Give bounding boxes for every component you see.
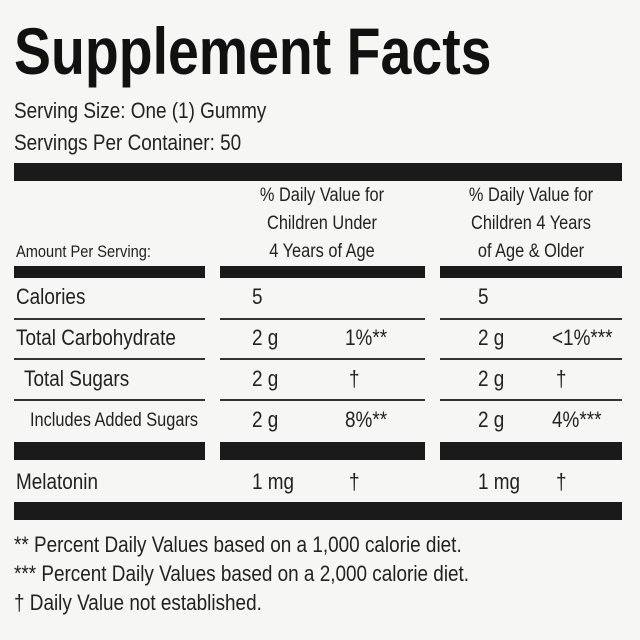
daily-value: <1%*** bbox=[552, 325, 613, 350]
rule bbox=[14, 442, 205, 460]
rule bbox=[440, 442, 622, 460]
amount: 5 bbox=[252, 284, 263, 309]
row-rule bbox=[220, 399, 425, 401]
daily-value: † bbox=[556, 469, 567, 494]
amount: 1 mg bbox=[252, 469, 295, 494]
amount-per-serving: Amount Per Serving: bbox=[16, 242, 151, 261]
column-header: % Daily Value for bbox=[259, 185, 385, 206]
column-header: Children Under bbox=[267, 213, 377, 234]
servings-per-container: Servings Per Container: 50 bbox=[14, 130, 242, 155]
footnote: † Daily Value not established. bbox=[14, 590, 262, 615]
daily-value: † bbox=[349, 469, 360, 494]
daily-value: 1%** bbox=[345, 325, 388, 350]
amount: 2 g bbox=[252, 366, 279, 391]
daily-value: † bbox=[349, 366, 360, 391]
column-header: of Age & Older bbox=[477, 241, 585, 262]
footnote: *** Percent Daily Values based on a 2,00… bbox=[14, 561, 470, 586]
rule bbox=[220, 442, 425, 460]
amount: 1 mg bbox=[478, 469, 521, 494]
daily-value: 8%** bbox=[345, 407, 388, 432]
column-header: 4 Years of Age bbox=[269, 241, 375, 262]
thick-rule bbox=[14, 502, 622, 520]
row-rule bbox=[440, 399, 622, 401]
amount: 2 g bbox=[478, 407, 505, 432]
row-rule bbox=[14, 358, 205, 360]
row-rule bbox=[220, 358, 425, 360]
nutrient-label: Calories bbox=[16, 284, 86, 309]
serving-size: Serving Size: One (1) Gummy bbox=[14, 98, 267, 123]
row-rule bbox=[440, 358, 622, 360]
row-rule bbox=[14, 318, 205, 320]
amount: 2 g bbox=[478, 366, 505, 391]
nutrient-label: Total Carbohydrate bbox=[16, 325, 176, 350]
amount: 2 g bbox=[478, 325, 505, 350]
amount: 5 bbox=[478, 284, 489, 309]
nutrient-label: Includes Added Sugars bbox=[30, 410, 199, 431]
column-header: % Daily Value for bbox=[468, 185, 594, 206]
nutrient-label: Total Sugars bbox=[24, 366, 130, 391]
rule bbox=[14, 266, 205, 278]
rule bbox=[220, 266, 425, 278]
row-rule bbox=[14, 399, 205, 401]
rule bbox=[440, 266, 622, 278]
title: Supplement Facts bbox=[14, 14, 492, 88]
row-rule bbox=[220, 318, 425, 320]
nutrient-label: Melatonin bbox=[16, 469, 99, 494]
footnote: ** Percent Daily Values based on a 1,000… bbox=[14, 532, 462, 557]
amount: 2 g bbox=[252, 407, 279, 432]
daily-value: 4%*** bbox=[552, 407, 602, 432]
thick-rule bbox=[14, 163, 622, 181]
amount: 2 g bbox=[252, 325, 279, 350]
column-header: Children 4 Years bbox=[471, 213, 591, 234]
row-rule bbox=[440, 318, 622, 320]
daily-value: † bbox=[556, 366, 567, 391]
